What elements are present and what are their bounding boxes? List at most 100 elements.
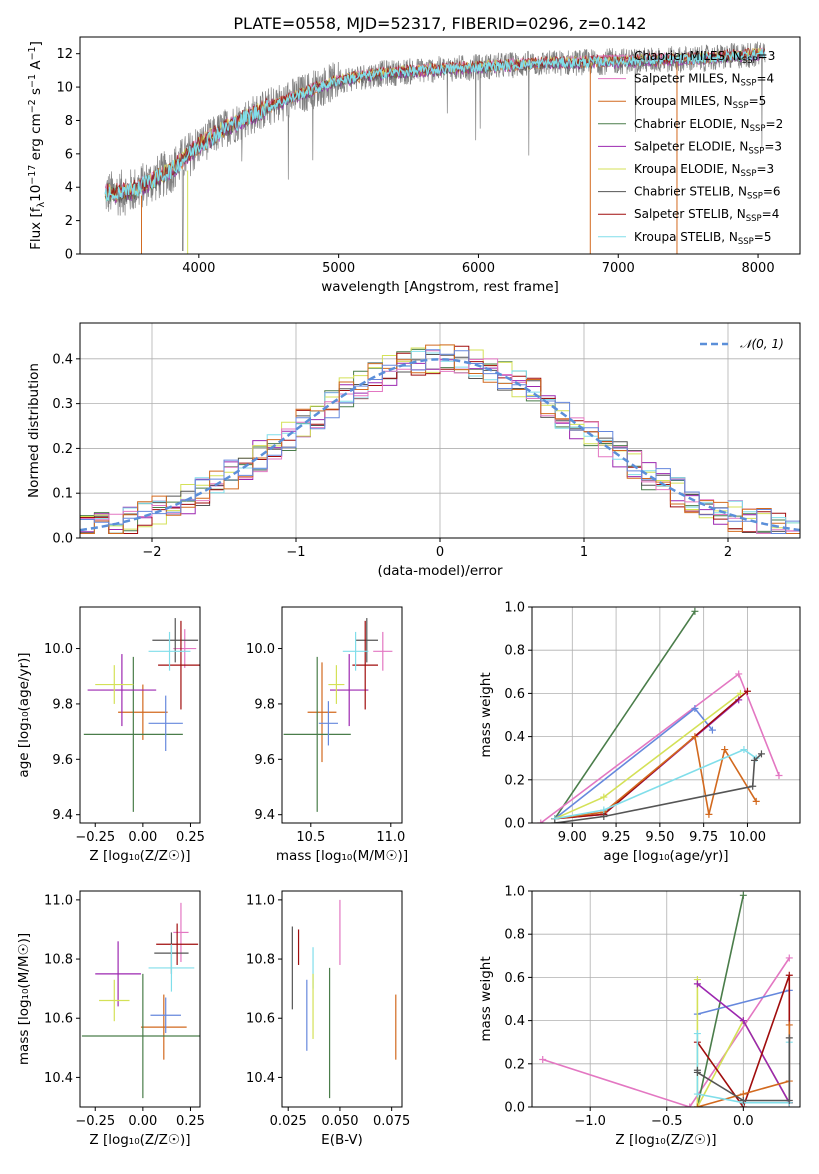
y-axis-label-part: Flux [f xyxy=(28,206,44,250)
y-axis-label: mass weight xyxy=(478,956,494,1041)
plot-area xyxy=(80,344,800,534)
weight-marker xyxy=(749,782,757,790)
weight-marker xyxy=(785,971,793,979)
x-tick-label: 0 xyxy=(436,545,444,560)
legend-value: =5 xyxy=(754,230,772,244)
y-tick-label: 9.4 xyxy=(52,808,73,823)
weight-marker xyxy=(693,1090,701,1098)
weight-marker xyxy=(693,1068,701,1076)
histogram-step-line xyxy=(80,344,800,534)
y-tick-label: 11.0 xyxy=(44,893,73,908)
legend-name: Kroupa MILES, N xyxy=(634,94,733,108)
y-axis-label-part: erg cm xyxy=(28,113,44,164)
weight-marker xyxy=(600,806,608,814)
x-tick-label: 4000 xyxy=(182,261,215,276)
histogram-step-line xyxy=(80,350,800,534)
y-tick-label: 9.6 xyxy=(52,753,73,768)
y-tick-label: 2 xyxy=(65,214,73,229)
legend-value: =3 xyxy=(764,139,782,153)
weight-marker xyxy=(739,1017,747,1025)
x-tick-label: 10.00 xyxy=(729,830,766,845)
weight-marker xyxy=(691,705,699,713)
y-tick-label: 10.6 xyxy=(44,1012,73,1027)
legend-value: =3 xyxy=(758,49,776,63)
weight-marker xyxy=(600,813,608,821)
x-tick-label: 0.075 xyxy=(373,1114,410,1129)
weight-marker xyxy=(739,1090,747,1098)
legend-label: Kroupa STELIB, NSSP=5 xyxy=(634,230,772,247)
y-axis-label: Normed distribution xyxy=(26,363,42,498)
y-axis-label-part: −1 xyxy=(27,74,38,88)
y-tick-label: 10.4 xyxy=(44,1071,73,1086)
legend-sub: SSP xyxy=(748,146,764,156)
legend-sub: SSP xyxy=(733,101,749,111)
y-tick-label: 0.6 xyxy=(504,971,525,986)
y-tick-label: 0.3 xyxy=(52,397,73,412)
y-tick-label: 0.6 xyxy=(504,687,525,702)
y-tick-label: 9.8 xyxy=(254,697,275,712)
y-tick-label: 10.4 xyxy=(246,1071,275,1086)
panel-mass_vs_ebv: 0.025 0.050 0.075 10.4 10.6 10.8 11.0 E(B-V) xyxy=(246,890,410,1148)
y-tick-label: 10 xyxy=(56,81,73,96)
weight-marker xyxy=(752,797,760,805)
weight-marker xyxy=(785,1021,793,1029)
y-axis-label-part: ] xyxy=(28,41,44,46)
page-title: PLATE=0558, MJD=52317, FIBERID=0296, z=0… xyxy=(233,14,646,33)
x-tick-label: 2 xyxy=(724,545,732,560)
weight-marker xyxy=(708,726,716,734)
weight-series-line xyxy=(554,735,757,820)
plot-area xyxy=(83,618,200,812)
y-tick-label: 1.0 xyxy=(504,885,525,900)
x-tick-label: −1.0 xyxy=(574,1114,606,1129)
weight-marker xyxy=(693,1103,701,1107)
x-axis-label: Z [log₁₀(Z/Z☉)] xyxy=(615,1132,716,1148)
x-tick-label: 9.50 xyxy=(645,830,674,845)
y-axis-label-part: s xyxy=(28,88,44,99)
x-tick-label: −0.5 xyxy=(651,1114,683,1129)
x-axis-label: Z [log₁₀(Z/Z☉)] xyxy=(89,848,190,864)
y-tick-label: 9.4 xyxy=(254,808,275,823)
x-tick-label: 6000 xyxy=(462,261,495,276)
axes-frame xyxy=(281,606,403,824)
plot-area xyxy=(104,41,766,254)
y-tick-label: 8 xyxy=(65,114,73,129)
y-tick-label: 0.0 xyxy=(504,817,525,832)
x-tick-label: 10.5 xyxy=(296,830,325,845)
legend-sub: SSP xyxy=(742,56,758,66)
weight-marker xyxy=(735,670,743,678)
legend-label: Salpeter MILES, NSSP=4 xyxy=(634,72,774,89)
panel-residuals: −2 −1 0 1 2 0.0 0.1 0.2 0.3 0.4 (data-model)/error… xyxy=(26,322,801,579)
legend-name: Chabrier MILES, N xyxy=(634,49,742,63)
panel-age_vs_Z: −0.25 0.00 0.25 9.4 9.6 9.8 10.0 Z [log₁₀(Z/Z☉)… xyxy=(16,606,205,864)
y-axis-label-part: −1 xyxy=(27,46,38,60)
legend-sub: SSP xyxy=(738,237,754,247)
legend-label: Kroupa ELODIE, NSSP=3 xyxy=(634,162,774,179)
x-tick-label: −0.25 xyxy=(75,830,115,845)
y-tick-label: 11.0 xyxy=(246,893,275,908)
x-tick-label: 1 xyxy=(580,545,588,560)
x-tick-label: 5000 xyxy=(322,261,355,276)
weight-marker xyxy=(691,607,699,615)
panel-weight_vs_age: 9.00 9.25 9.50 9.75 10.00 0.0 0.2 0.4 0.6 0.8 1.0 a… xyxy=(478,601,801,864)
y-tick-label: 0.2 xyxy=(52,442,73,457)
legend-sub: SSP xyxy=(741,169,757,179)
legend-label: Kroupa MILES, NSSP=5 xyxy=(634,94,766,111)
panel-spectrum: 4000 5000 6000 7000 8000 0 2 4 6 8 10 12 wavelength … xyxy=(27,36,801,295)
y-axis-label-part: 10 xyxy=(28,185,44,202)
x-tick-label: 0.025 xyxy=(270,1114,307,1129)
x-tick-label: 0.050 xyxy=(321,1114,358,1129)
x-tick-label: 0.0 xyxy=(733,1114,754,1129)
weight-marker xyxy=(686,1103,694,1107)
weight-marker xyxy=(739,891,747,899)
gaussian-curve xyxy=(80,358,800,532)
weight-marker xyxy=(785,1034,793,1042)
y-tick-label: 0.4 xyxy=(504,730,525,745)
legend-name: Kroupa STELIB, N xyxy=(634,230,738,244)
x-tick-label: −1 xyxy=(286,545,305,560)
y-tick-label: 0.0 xyxy=(52,532,73,547)
weight-marker xyxy=(743,687,751,695)
y-tick-label: 0.4 xyxy=(52,352,73,367)
x-axis-label: wavelength [Angstrom, rest frame] xyxy=(321,279,559,295)
y-tick-label: 4 xyxy=(65,181,73,196)
legend-value: =4 xyxy=(756,72,774,86)
